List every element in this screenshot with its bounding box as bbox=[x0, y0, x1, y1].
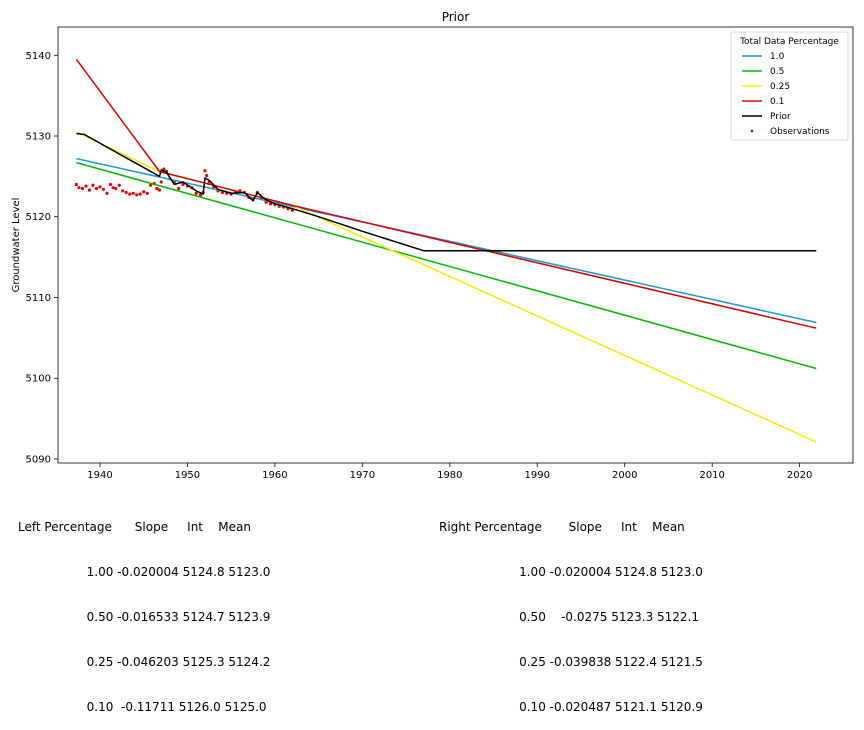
chart-title: Prior bbox=[442, 10, 470, 24]
right-percentage-table: Right Percentage Slope Int Mean 1.00 -0.… bbox=[439, 490, 703, 730]
observation-point bbox=[157, 188, 162, 192]
right-table-row: 0.50 -0.0275 5123.3 5122.1 bbox=[439, 610, 700, 624]
legend-box bbox=[730, 31, 849, 141]
left-table-row: 0.25 -0.046203 5125.3 5124.2 bbox=[18, 655, 271, 669]
left-table-row: 1.00 -0.020004 5124.8 5123.0 bbox=[18, 565, 271, 579]
y-tick-label: 5140 bbox=[26, 51, 51, 62]
right-table-row: 0.10 -0.020487 5121.1 5120.9 bbox=[439, 700, 703, 714]
observation-point bbox=[77, 186, 81, 190]
legend-label: Observations bbox=[770, 127, 830, 137]
chart: Prior Groundwater Level 1940 1950 1960 1970 19… bbox=[11, 10, 854, 481]
observation-point bbox=[142, 190, 146, 194]
y-tick-label: 5120 bbox=[26, 212, 51, 223]
x-tick-label: 1990 bbox=[525, 470, 550, 481]
right-table-row: 1.00 -0.020004 5124.8 5123.0 bbox=[439, 565, 703, 579]
x-tick-label: 2020 bbox=[787, 470, 812, 481]
observation-point bbox=[91, 183, 95, 187]
observation-point bbox=[181, 182, 185, 187]
observation-point bbox=[114, 186, 118, 191]
y-axis-label: Groundwater Level bbox=[11, 198, 22, 293]
x-tick-label: 1940 bbox=[87, 470, 112, 481]
legend-label: Prior bbox=[770, 112, 791, 122]
observation-point bbox=[98, 185, 102, 189]
observation-point bbox=[149, 183, 153, 187]
series-line-1-0 bbox=[76, 157, 817, 324]
y-tick-label: 5130 bbox=[26, 132, 51, 143]
y-tick-label: 5110 bbox=[26, 293, 51, 304]
observation-point bbox=[117, 183, 121, 187]
observation-point bbox=[155, 186, 159, 191]
observation-point bbox=[268, 202, 273, 206]
observation-point bbox=[194, 191, 198, 195]
x-tick-label: 2010 bbox=[699, 470, 724, 481]
series-line-prior bbox=[76, 132, 817, 252]
x-tick-label: 1950 bbox=[175, 470, 200, 481]
x-tick-label: 2000 bbox=[612, 470, 637, 481]
series-line-0-1 bbox=[75, 58, 817, 329]
legend-marker-observations bbox=[750, 129, 754, 133]
legend-title: Total Data Percentage bbox=[739, 37, 839, 47]
y-tick-label: 5100 bbox=[26, 374, 51, 385]
legend-label: 0.1 bbox=[770, 97, 784, 107]
observation-point bbox=[145, 191, 149, 195]
observation-point bbox=[162, 167, 166, 171]
observation-point bbox=[101, 187, 106, 191]
series-line-0-5 bbox=[76, 161, 817, 370]
x-tick-label: 1960 bbox=[262, 470, 287, 481]
observation-point bbox=[159, 180, 163, 184]
observation-point bbox=[111, 186, 115, 190]
legend-label: 0.5 bbox=[770, 67, 784, 77]
observation-point bbox=[108, 182, 113, 187]
observation-point bbox=[131, 191, 135, 195]
observation-point bbox=[177, 186, 181, 191]
observation-point bbox=[124, 190, 128, 195]
x-tick-label: 1980 bbox=[437, 470, 462, 481]
y-tick-label: 5090 bbox=[26, 454, 51, 465]
observation-point bbox=[203, 169, 207, 173]
observation-point bbox=[80, 186, 85, 191]
legend-label: 0.25 bbox=[770, 82, 790, 92]
observation-point bbox=[138, 192, 142, 196]
left-table-row: 0.10 -0.11711 5126.0 5125.0 bbox=[18, 700, 267, 714]
observation-point bbox=[87, 188, 92, 192]
left-percentage-table: Left Percentage Slope Int Mean 1.00 -0.0… bbox=[18, 490, 270, 730]
observation-point bbox=[128, 192, 132, 196]
left-table-row: 0.50 -0.016533 5124.7 5123.9 bbox=[18, 610, 271, 624]
observation-point bbox=[205, 173, 209, 178]
left-table-header: Left Percentage Slope Int Mean bbox=[18, 520, 251, 534]
observation-point bbox=[135, 193, 139, 197]
right-table-header: Right Percentage Slope Int Mean bbox=[439, 520, 685, 534]
observation-point bbox=[105, 191, 109, 195]
plot-frame bbox=[57, 26, 854, 464]
observation-point bbox=[198, 193, 203, 197]
observation-point bbox=[121, 189, 125, 193]
observation-point bbox=[84, 184, 88, 188]
observation-point bbox=[74, 182, 78, 187]
right-table-row: 0.25 -0.039838 5122.4 5121.5 bbox=[439, 655, 703, 669]
observation-point bbox=[94, 186, 99, 191]
legend-label: 1.0 bbox=[770, 52, 785, 62]
x-tick-label: 1970 bbox=[350, 470, 375, 481]
